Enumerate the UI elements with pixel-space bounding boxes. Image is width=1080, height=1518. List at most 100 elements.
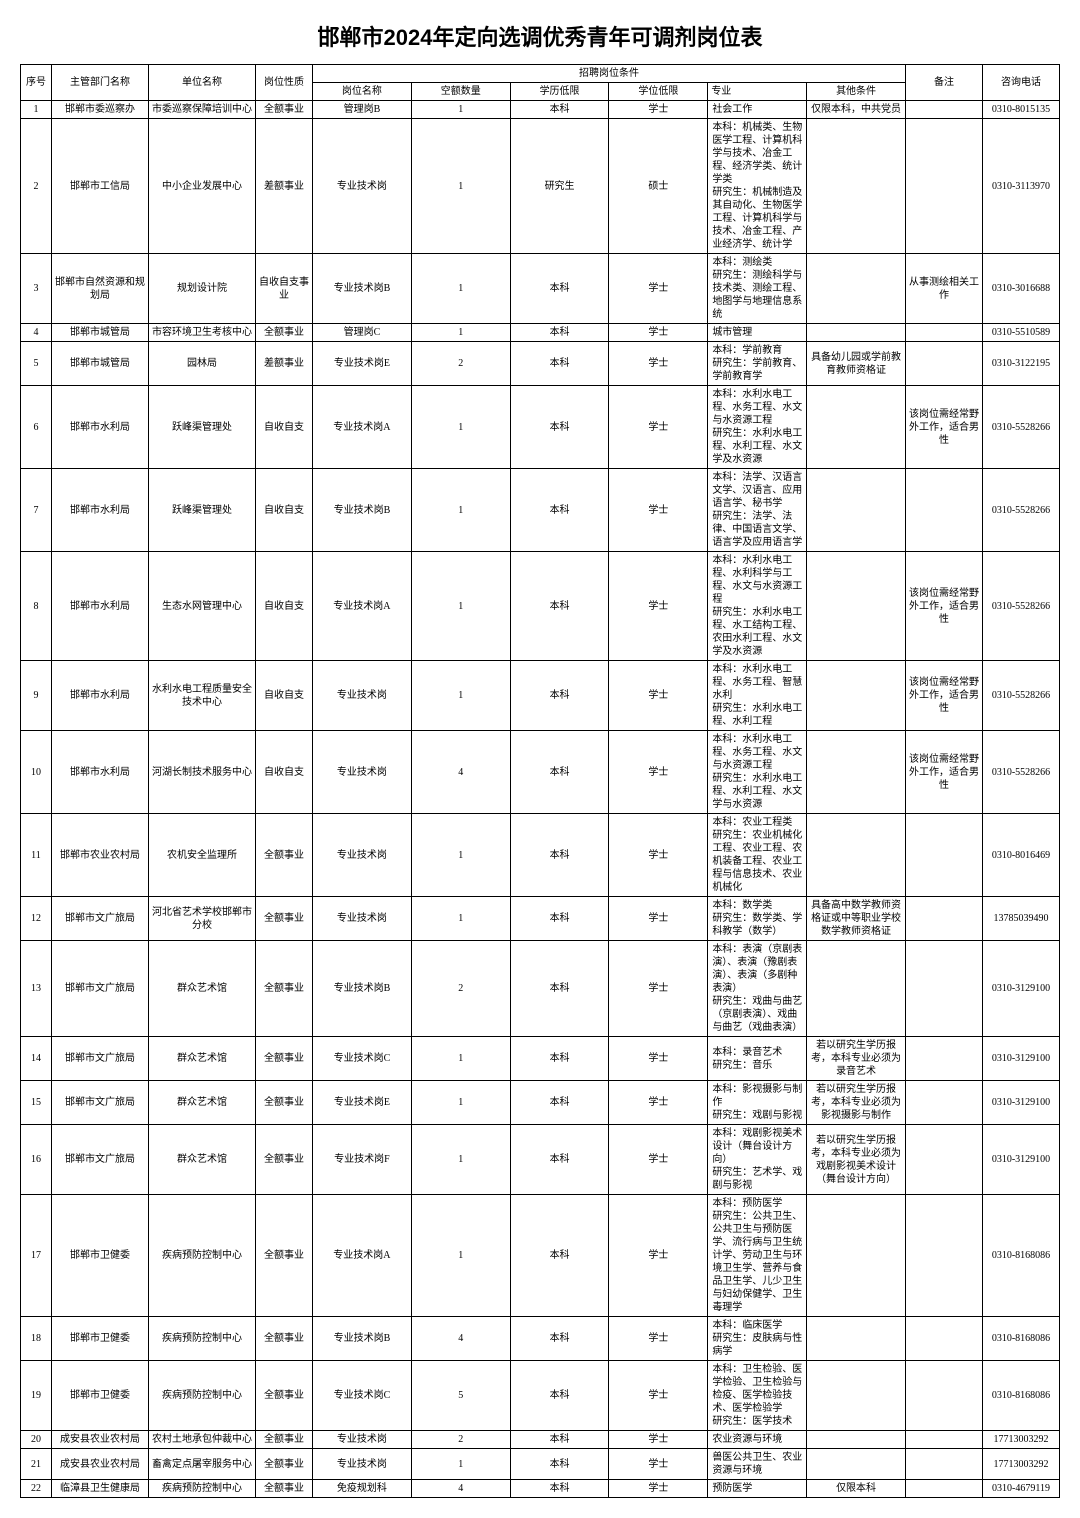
cell-dept: 邯郸市委巡察办	[52, 101, 149, 119]
h-other: 其他条件	[807, 83, 906, 101]
cell-edu: 本科	[510, 1317, 609, 1361]
cell-unit: 水利水电工程质量安全技术中心	[149, 661, 256, 731]
table-row: 20成安县农业农村局农村土地承包仲裁中心全额事业专业技术岗2本科学士农业资源与环…	[21, 1431, 1060, 1449]
cell-deg: 学士	[609, 1317, 708, 1361]
cell-remark	[906, 1081, 983, 1125]
cell-dept: 邯郸市卫健委	[52, 1195, 149, 1317]
cell-remark	[906, 897, 983, 941]
cell-dept: 邯郸市水利局	[52, 386, 149, 469]
cell-unit: 生态水网管理中心	[149, 552, 256, 661]
cell-unit: 疾病预防控制中心	[149, 1480, 256, 1498]
table-row: 4邯郸市城管局市容环境卫生考核中心全额事业管理岗C1本科学士城市管理0310-5…	[21, 324, 1060, 342]
cell-phone: 0310-3016688	[983, 254, 1060, 324]
cell-deg: 学士	[609, 897, 708, 941]
cell-post: 管理岗C	[313, 324, 412, 342]
cell-deg: 学士	[609, 1195, 708, 1317]
cell-qty: 1	[411, 814, 510, 897]
cell-remark	[906, 941, 983, 1037]
cell-deg: 学士	[609, 814, 708, 897]
cell-seq: 14	[21, 1037, 52, 1081]
cell-unit: 市委巡察保障培训中心	[149, 101, 256, 119]
cell-edu: 本科	[510, 254, 609, 324]
cell-remark	[906, 1431, 983, 1449]
h-major: 专业	[708, 83, 807, 101]
cell-seq: 1	[21, 101, 52, 119]
cell-post: 专业技术岗B	[313, 469, 412, 552]
cell-phone: 0310-5528266	[983, 386, 1060, 469]
cell-nature: 全额事业	[256, 1195, 313, 1317]
cell-nature: 全额事业	[256, 814, 313, 897]
cell-dept: 邯郸市文广旅局	[52, 1037, 149, 1081]
cell-unit: 群众艺术馆	[149, 1125, 256, 1195]
cell-phone: 0310-5528266	[983, 661, 1060, 731]
cell-major: 本科：机械类、生物医学工程、计算机科学与技术、冶金工程、经济学类、统计学类研究生…	[708, 119, 807, 254]
h-nature: 岗位性质	[256, 65, 313, 101]
cell-qty: 4	[411, 1317, 510, 1361]
cell-post: 专业技术岗	[313, 1431, 412, 1449]
cell-qty: 1	[411, 119, 510, 254]
cell-major: 本科：水利水电工程、水务工程、智慧水利研究生：水利水电工程、水利工程	[708, 661, 807, 731]
cell-major: 本科：预防医学研究生：公共卫生、公共卫生与预防医学、流行病与卫生统计学、劳动卫生…	[708, 1195, 807, 1317]
cell-unit: 疾病预防控制中心	[149, 1361, 256, 1431]
cell-remark	[906, 101, 983, 119]
cell-nature: 全额事业	[256, 897, 313, 941]
cell-nature: 自收自支事业	[256, 254, 313, 324]
cell-dept: 邯郸市水利局	[52, 661, 149, 731]
cell-post: 专业技术岗	[313, 897, 412, 941]
page-title: 邯郸市2024年定向选调优秀青年可调剂岗位表	[20, 20, 1060, 52]
cell-dept: 邯郸市文广旅局	[52, 897, 149, 941]
cell-phone: 0310-3113970	[983, 119, 1060, 254]
table-row: 5邯郸市城管局园林局差额事业专业技术岗E2本科学士本科：学前教育研究生：学前教育…	[21, 342, 1060, 386]
cell-post: 专业技术岗C	[313, 1361, 412, 1431]
cell-other: 具备幼儿园或学前教育教师资格证	[807, 342, 906, 386]
cell-seq: 5	[21, 342, 52, 386]
cell-major: 本科：影视摄影与制作研究生：戏剧与影视	[708, 1081, 807, 1125]
cell-deg: 学士	[609, 1449, 708, 1480]
cell-phone: 0310-3129100	[983, 941, 1060, 1037]
cell-seq: 9	[21, 661, 52, 731]
table-row: 22临漳县卫生健康局疾病预防控制中心全额事业免疫规划科4本科学士预防医学仅限本科…	[21, 1480, 1060, 1498]
cell-phone: 17713003292	[983, 1449, 1060, 1480]
cell-qty: 1	[411, 324, 510, 342]
table-row: 6邯郸市水利局跃峰渠管理处自收自支专业技术岗A1本科学士本科：水利水电工程、水务…	[21, 386, 1060, 469]
cell-nature: 全额事业	[256, 101, 313, 119]
cell-remark	[906, 1361, 983, 1431]
cell-dept: 成安县农业农村局	[52, 1431, 149, 1449]
cell-unit: 跃峰渠管理处	[149, 469, 256, 552]
cell-unit: 群众艺术馆	[149, 1081, 256, 1125]
cell-qty: 5	[411, 1361, 510, 1431]
cell-phone: 0310-3122195	[983, 342, 1060, 386]
cell-seq: 15	[21, 1081, 52, 1125]
cell-qty: 1	[411, 101, 510, 119]
cell-seq: 7	[21, 469, 52, 552]
cell-other	[807, 731, 906, 814]
cell-edu: 本科	[510, 1125, 609, 1195]
table-row: 16邯郸市文广旅局群众艺术馆全额事业专业技术岗F1本科学士本科：戏剧影视美术设计…	[21, 1125, 1060, 1195]
cell-unit: 规划设计院	[149, 254, 256, 324]
table-row: 11邯郸市农业农村局农机安全监理所全额事业专业技术岗1本科学士本科：农业工程类研…	[21, 814, 1060, 897]
cell-seq: 2	[21, 119, 52, 254]
cell-remark	[906, 1037, 983, 1081]
cell-post: 专业技术岗E	[313, 1081, 412, 1125]
cell-nature: 全额事业	[256, 1125, 313, 1195]
cell-edu: 本科	[510, 101, 609, 119]
cell-nature: 差额事业	[256, 119, 313, 254]
cell-remark: 该岗位需经常野外工作，适合男性	[906, 552, 983, 661]
cell-edu: 本科	[510, 897, 609, 941]
cell-edu: 本科	[510, 731, 609, 814]
cell-dept: 邯郸市水利局	[52, 469, 149, 552]
table-body: 1邯郸市委巡察办市委巡察保障培训中心全额事业管理岗B1本科学士社会工作仅限本科，…	[21, 101, 1060, 1498]
cell-major: 本科：测绘类研究生：测绘科学与技术类、测绘工程、地图学与地理信息系统	[708, 254, 807, 324]
cell-qty: 1	[411, 1037, 510, 1081]
cell-edu: 本科	[510, 469, 609, 552]
cell-major: 兽医公共卫生、农业资源与环境	[708, 1449, 807, 1480]
cell-deg: 学士	[609, 254, 708, 324]
cell-phone: 0310-5528266	[983, 731, 1060, 814]
cell-post: 专业技术岗B	[313, 254, 412, 324]
cell-edu: 本科	[510, 1361, 609, 1431]
cell-remark: 从事测绘相关工作	[906, 254, 983, 324]
cell-dept: 邯郸市水利局	[52, 552, 149, 661]
cell-other	[807, 941, 906, 1037]
cell-deg: 学士	[609, 324, 708, 342]
cell-edu: 本科	[510, 1081, 609, 1125]
